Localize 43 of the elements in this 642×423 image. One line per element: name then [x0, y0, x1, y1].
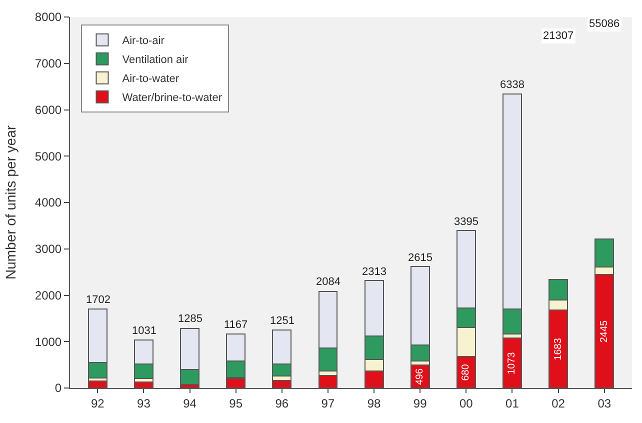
y-tick-label: 6000	[34, 102, 62, 117]
y-tick-label: 8000	[34, 10, 62, 24]
data-label: 1073	[506, 352, 518, 374]
y-tick-label: 3000	[34, 242, 62, 256]
x-tick-label: 98	[367, 396, 382, 410]
annotation: 21307	[543, 30, 574, 42]
x-tick-label: 99	[413, 396, 428, 410]
total-label: 2084	[316, 276, 340, 288]
x-tick-label: 00	[459, 396, 474, 410]
legend-label: Air-to-water	[122, 73, 180, 86]
y-tick-label: 1000	[34, 334, 62, 349]
legend-label: Water/brine-to-water	[122, 92, 222, 104]
y-axis-title: Number of units per year	[2, 125, 18, 280]
total-label: 1167	[224, 319, 248, 331]
total-label: 6338	[500, 79, 524, 91]
x-tick-label: 93	[137, 396, 151, 410]
y-tick-label: 0	[54, 381, 62, 396]
annotation: 55086	[589, 18, 620, 30]
x-tick-label: 03	[598, 396, 612, 410]
y-tick-label: 7000	[34, 56, 62, 71]
y-tick-label: 4000	[34, 196, 62, 210]
y-tick-label: 2000	[34, 288, 62, 302]
legend-label: Ventilation air	[122, 54, 189, 66]
x-tick-label: 96	[275, 396, 289, 410]
x-tick-label: 95	[229, 396, 243, 410]
x-tick-label: 01	[506, 396, 520, 410]
x-tick-label: 94	[183, 396, 197, 410]
data-label: 2445	[598, 320, 610, 343]
x-tick-label: 92	[90, 396, 105, 410]
legend-label: Air-to-air	[122, 35, 165, 48]
x-tick-label: 97	[321, 396, 335, 410]
data-label: 496	[414, 368, 426, 385]
data-label: 680	[460, 364, 472, 381]
total-label: 1702	[86, 294, 110, 306]
total-label: 2313	[362, 266, 386, 278]
y-tick-label: 5000	[34, 149, 62, 164]
total-label: 1251	[270, 315, 294, 327]
data-label: 1683	[552, 338, 564, 360]
total-label: 1285	[178, 313, 202, 325]
total-label: 2615	[408, 252, 432, 264]
total-label: 3395	[454, 216, 478, 228]
x-tick-label: 02	[552, 396, 566, 410]
total-label: 1031	[132, 325, 156, 337]
